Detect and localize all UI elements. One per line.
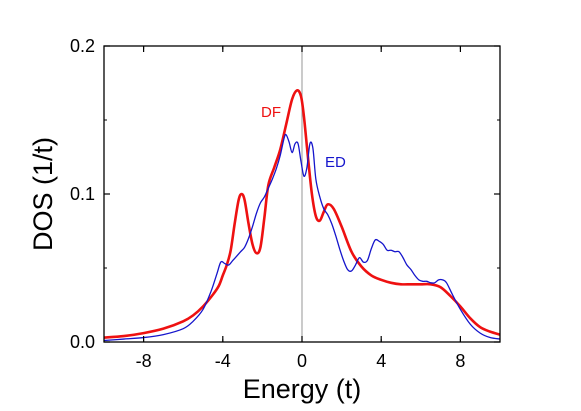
y-tick-label: 0.1: [70, 184, 95, 204]
series-label-ed: ED: [325, 154, 346, 171]
x-tick-label: 4: [376, 351, 386, 371]
x-tick-label: 8: [455, 351, 465, 371]
series-line-df: [104, 89, 500, 339]
y-tick-label: 0.0: [70, 332, 95, 352]
series-line-ed: [104, 133, 500, 342]
x-axis-title: Energy (t): [243, 374, 362, 404]
x-tick-label: -8: [136, 351, 152, 371]
y-tick-label: 0.2: [70, 36, 95, 56]
series-label-df: DF: [261, 104, 281, 121]
tick-layer: -8 -4 0 4 8 0.0 0.1 0.2: [70, 36, 500, 371]
series-layer: [104, 89, 500, 342]
y-axis-title: DOS (1/t): [28, 137, 58, 251]
x-tick-label: -4: [215, 351, 231, 371]
x-tick-label: 0: [297, 351, 307, 371]
